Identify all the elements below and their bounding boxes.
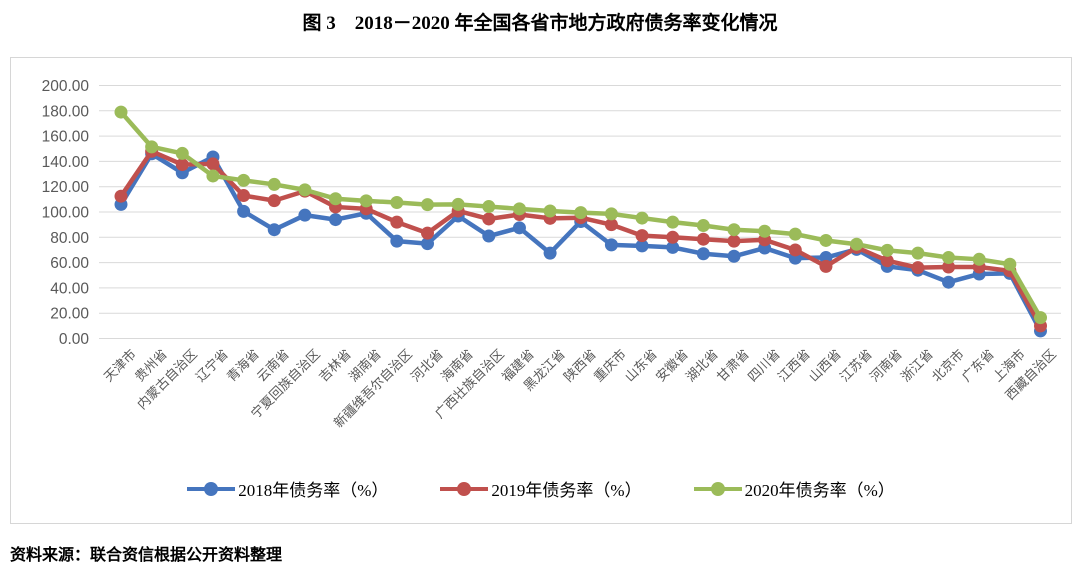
data-point-2020 [635,211,649,225]
data-point-2018 [390,234,404,248]
data-point-2018 [329,213,343,227]
data-point-2019 [175,158,189,172]
data-point-2018 [543,246,557,260]
data-point-2018 [421,237,434,251]
y-axis-tick-label: 160.00 [42,129,90,146]
data-point-2019 [267,194,281,208]
legend-item-2020: 2020年债务率（%） [693,476,895,501]
data-point-2020 [574,206,588,220]
data-point-2020 [850,237,864,251]
data-point-2019 [942,260,956,274]
data-point-2018 [942,275,956,289]
chart-legend: 2018年债务率（%） 2019年债务率（%） 2020年债务率（%） [11,476,1071,501]
data-point-2020 [390,196,404,210]
legend-item-2018: 2018年债务率（%） [187,476,388,501]
data-point-2018 [604,238,618,252]
data-point-2020 [145,140,159,154]
data-point-2020 [1034,311,1047,325]
data-point-2019 [666,230,680,244]
chart-title: 图 3 2018－2020 年全国各省市地方政府债务率变化情况 [302,13,778,34]
legend-label-2020: 2020年债务率（%） [744,481,895,500]
data-point-2020 [727,223,741,237]
data-point-2019 [635,229,649,243]
data-point-2020 [696,219,710,233]
data-point-2020 [942,251,956,265]
data-point-2019 [819,259,833,273]
data-point-2019 [114,189,128,203]
data-point-2020 [482,200,496,214]
y-axis-tick-label: 80.00 [50,230,89,247]
data-point-2019 [727,234,741,248]
data-point-2018 [298,208,312,222]
data-point-2018 [635,239,649,253]
data-point-2020 [666,215,680,229]
data-point-2020 [329,192,343,206]
legend-item-2019: 2019年债务率（%） [440,476,642,501]
data-point-2018 [237,204,251,218]
data-point-2019 [696,232,710,246]
data-point-2020 [880,243,894,257]
data-point-2020 [298,183,312,197]
data-point-2020 [758,224,772,238]
data-point-2020 [788,227,802,241]
data-point-2019 [880,254,894,268]
y-axis-tick-label: 0.00 [59,331,90,348]
data-point-2020 [421,198,434,212]
data-point-2019 [390,215,404,229]
data-point-2020 [175,146,189,160]
series-line-2019 [118,149,1043,329]
y-axis-tick-label: 40.00 [50,280,89,297]
y-axis-tick-label: 140.00 [42,154,90,171]
data-point-2020 [114,105,128,119]
data-point-2020 [451,197,465,211]
data-point-2018 [727,249,741,263]
data-point-2019 [482,212,496,226]
data-point-2020 [1003,257,1017,271]
data-point-2020 [359,194,373,208]
y-axis-tick-label: 100.00 [42,205,90,222]
y-axis-tick-label: 20.00 [50,306,89,323]
data-point-2020 [206,169,220,183]
legend-label-2019: 2019年债务率（%） [491,481,642,500]
data-point-2018 [512,221,526,235]
data-point-2020 [604,207,618,221]
data-point-2019 [237,189,251,203]
data-point-2019 [421,226,434,240]
legend-marker-2018-icon [187,481,236,496]
legend-marker-2019-icon [440,481,489,496]
data-point-2020 [512,202,526,216]
data-point-2020 [543,204,557,218]
data-point-2018 [666,240,680,254]
data-point-2020 [237,173,251,187]
data-point-2020 [972,252,986,266]
data-point-2019 [911,261,925,275]
source-note: 资料来源：联合资信根据公开资料整理 [10,547,283,564]
data-point-2018 [267,223,281,237]
data-point-2020 [819,233,833,247]
y-axis-tick-label: 180.00 [42,103,90,120]
data-point-2018 [482,229,496,243]
data-point-2019 [788,243,802,257]
data-point-2019 [206,157,220,171]
data-point-2020 [267,177,281,191]
data-point-2020 [911,246,925,260]
chart-container: 0.00 20.00 40.00 60.00 80.00 100.00 120.00 140.… [10,57,1072,524]
y-axis-tick-label: 200.00 [42,78,90,95]
data-point-2019 [604,218,618,232]
legend-marker-2020-icon [693,481,742,496]
debt-ratio-line-chart: 0.00 20.00 40.00 60.00 80.00 100.00 120.00 140.… [42,78,1061,348]
legend-label-2018: 2018年债务率（%） [238,481,389,500]
data-point-2018 [696,247,710,261]
y-axis-tick-label: 60.00 [50,255,89,272]
y-axis-tick-label: 120.00 [42,179,90,196]
